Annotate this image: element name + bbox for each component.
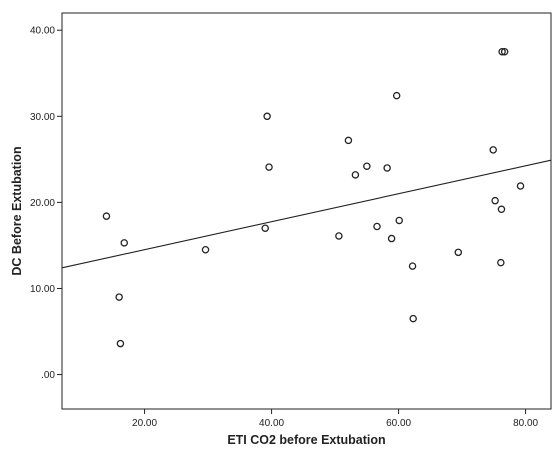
y-tick-label: 10.00 [30,284,55,295]
data-point [409,314,417,323]
data-point [516,182,525,190]
data-point [102,212,111,220]
data-point [116,339,125,348]
x-axis-ticks: 20.00 40.00 60.00 80.00 [132,409,539,429]
y-tick-label: .00 [41,370,55,381]
data-point [363,162,371,170]
data-point [351,171,360,179]
data-point [498,47,506,56]
data-point [395,216,403,225]
data-point [489,146,497,154]
x-tick-label: 20.00 [132,418,157,429]
y-axis-title: DC Before Extubation [10,146,24,275]
data-point [497,205,506,214]
data-point [387,234,396,243]
data-point [263,112,271,121]
data-point [261,224,269,232]
data-point [497,258,505,267]
y-tick-label: 40.00 [30,26,55,37]
data-point [335,232,343,240]
plot-area [61,47,552,348]
y-tick-label: 20.00 [30,198,55,209]
data-point [115,293,123,301]
data-point [408,262,417,270]
data-point [344,136,353,145]
data-point [500,47,509,56]
x-tick-label: 40.00 [259,418,284,429]
data-point [265,163,273,171]
x-tick-label: 60.00 [386,418,411,429]
data-point [392,91,401,100]
data-point [383,164,391,172]
y-axis-ticks: .00 10.00 20.00 30.00 40.00 [30,26,62,381]
data-point [491,196,499,205]
data-point [120,239,128,247]
x-axis-title: ETI CO2 before Extubation [227,433,385,447]
y-tick-label: 30.00 [30,112,55,123]
x-tick-label: 80.00 [513,418,538,429]
data-point [454,248,463,257]
data-point [373,222,381,231]
regression-line [61,159,552,269]
plot-frame [61,12,552,410]
data-point [201,245,210,254]
